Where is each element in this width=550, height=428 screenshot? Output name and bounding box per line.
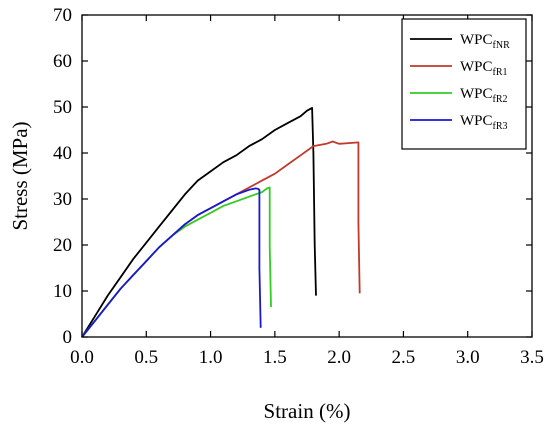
series-layer	[81, 107, 361, 338]
x-tick-label: 1.0	[199, 347, 223, 368]
series-line-fNR	[81, 107, 317, 338]
legend-label-fR3: WPCfR3	[460, 113, 508, 132]
legend-label-main: WPC	[460, 113, 493, 129]
series-line-fR2	[81, 186, 272, 338]
y-axis-title: Stress (MPa)	[8, 121, 32, 230]
series-line-fR3	[81, 187, 262, 338]
legend-label-sub: fR3	[493, 121, 508, 132]
y-tick-label: 40	[53, 143, 72, 164]
series-line-fR1	[81, 140, 361, 338]
plot-frame	[81, 14, 533, 338]
ticks-layer: 0.0 0.5 1.0 1.5 2.0 2.5 3.0 3.5 0 10 20 30 40 50 60 70	[53, 5, 544, 368]
legend-label-main: WPC	[460, 86, 493, 102]
legend-label-main: WPC	[460, 59, 493, 75]
legend-box	[401, 18, 527, 150]
y-tick-label: 10	[53, 281, 72, 302]
x-axis-title: Strain (%)	[264, 399, 351, 423]
y-tick-label: 20	[53, 235, 72, 256]
x-tick-label: 3.5	[520, 347, 544, 368]
y-tick-label: 50	[53, 97, 72, 118]
x-tick-label: 2.0	[327, 347, 351, 368]
y-tick-label: 0	[63, 327, 73, 348]
legend-label-sub: fR1	[493, 67, 508, 78]
y-tick-label: 30	[53, 189, 72, 210]
x-tick-label: 0.5	[134, 347, 158, 368]
plot-border	[81, 14, 533, 338]
legend-label-sub: fNR	[493, 40, 511, 51]
y-tick-label: 70	[53, 5, 72, 26]
y-tick-label: 60	[53, 51, 72, 72]
legend-label-main: WPC	[460, 32, 493, 48]
legend-label-fR1: WPCfR1	[460, 59, 508, 78]
x-tick-label: 1.5	[263, 347, 287, 368]
legend-label-sub: fR2	[493, 94, 508, 105]
legend-label-fNR: WPCfNR	[460, 32, 510, 51]
x-tick-label: 0.0	[70, 347, 94, 368]
x-tick-label: 2.5	[392, 347, 416, 368]
x-tick-label: 3.0	[456, 347, 480, 368]
legend-label-fR2: WPCfR2	[460, 86, 508, 105]
